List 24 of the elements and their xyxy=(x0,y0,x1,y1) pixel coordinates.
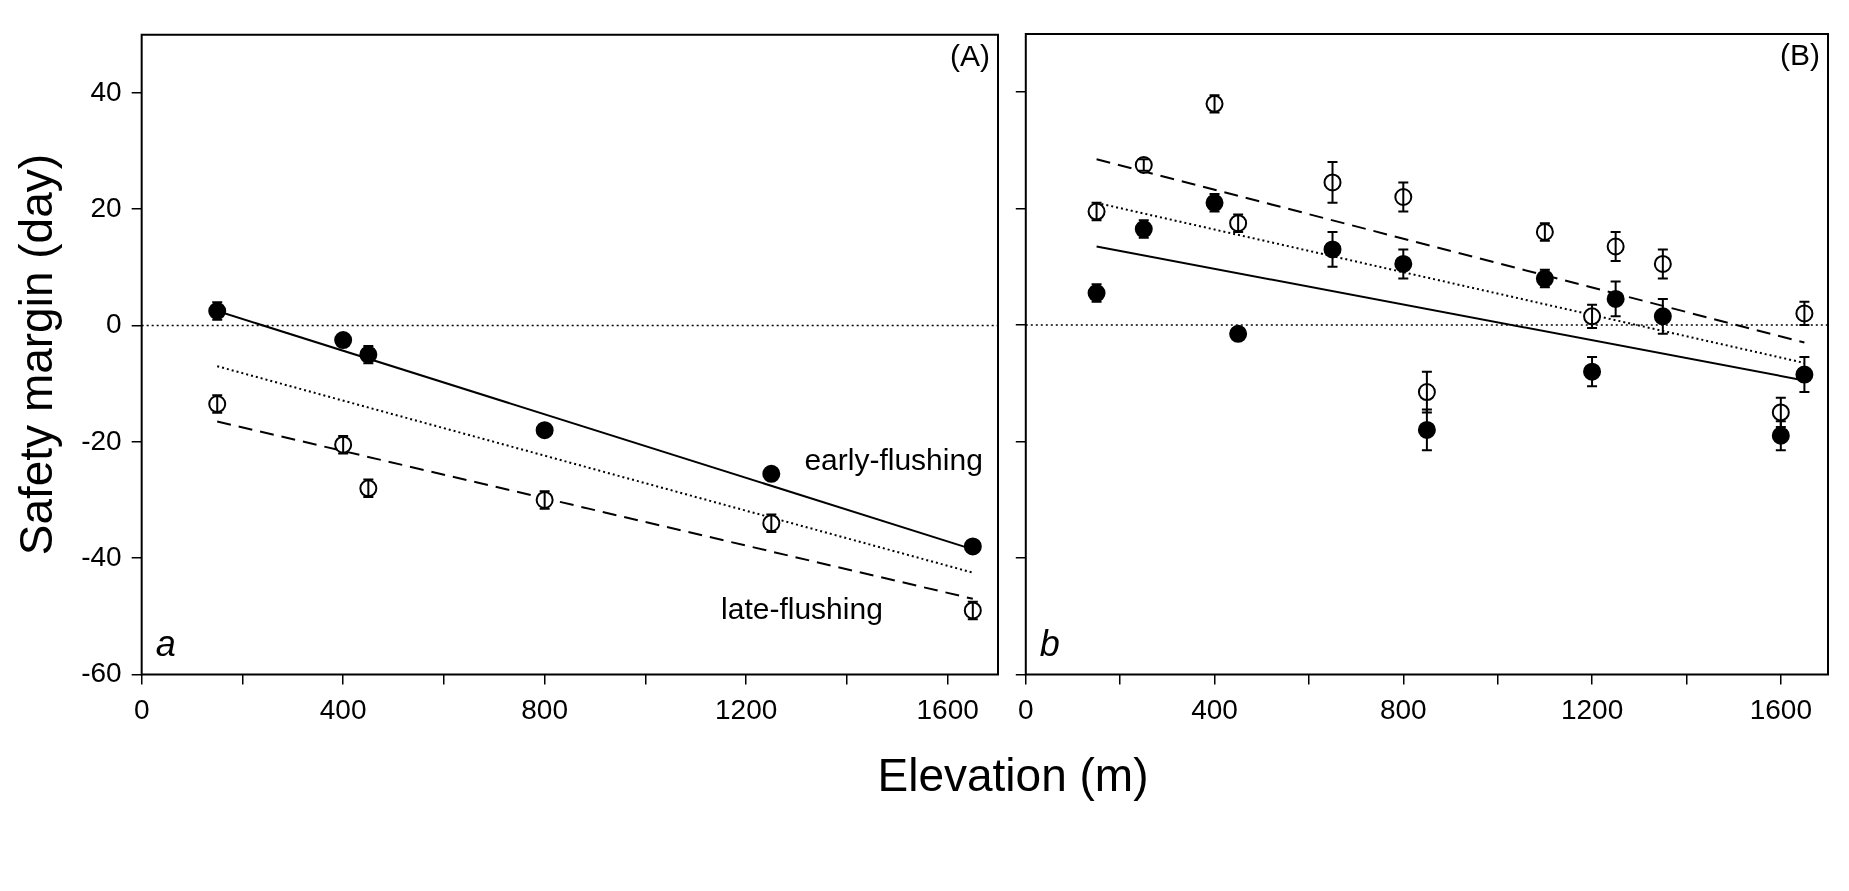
x-tick-label: 1200 xyxy=(1560,693,1624,725)
x-axis-title: Elevation (m) xyxy=(876,748,1150,802)
y-tick-label: 20 xyxy=(90,191,122,223)
y-tick-label: 0 xyxy=(106,308,122,340)
y-tick-label: -40 xyxy=(81,540,122,572)
x-tick-label: 0 xyxy=(1018,693,1034,725)
x-tick-label: 800 xyxy=(1379,693,1427,725)
x-tick-label: 1600 xyxy=(1749,693,1812,725)
annotation: a xyxy=(155,623,176,665)
text: late-flushing xyxy=(721,591,883,625)
x-tick-label: 400 xyxy=(1191,693,1238,725)
y-tick-label: -60 xyxy=(81,657,122,689)
x-tick-label: 1600 xyxy=(916,693,979,725)
annotation: (B) xyxy=(1780,38,1820,72)
x-tick-label: 0 xyxy=(133,693,150,725)
y-axis-title: Safety margin (day) xyxy=(10,153,63,556)
annotation: (A) xyxy=(950,39,990,73)
x-tick-label: 800 xyxy=(521,693,569,725)
x-tick-label: 1200 xyxy=(714,693,778,725)
annotation: b xyxy=(1039,623,1060,665)
series-label: early-flushing xyxy=(804,442,983,476)
x-tick-label: 400 xyxy=(319,693,367,725)
y-tick-label: 40 xyxy=(90,75,122,107)
y-tick-label: -20 xyxy=(81,424,122,456)
